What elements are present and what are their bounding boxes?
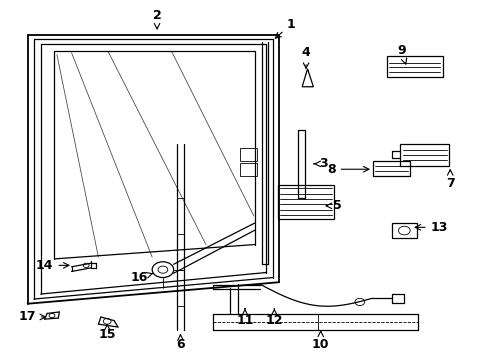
Text: 3: 3	[314, 157, 328, 170]
Text: 5: 5	[326, 199, 342, 212]
Text: 10: 10	[312, 331, 329, 351]
Text: 4: 4	[302, 46, 311, 68]
Text: 8: 8	[327, 163, 369, 176]
Text: 14: 14	[36, 259, 69, 272]
Text: 9: 9	[397, 44, 407, 64]
Text: 17: 17	[18, 310, 46, 324]
Text: 13: 13	[415, 221, 448, 234]
Text: 7: 7	[446, 170, 455, 190]
Text: 11: 11	[236, 309, 254, 327]
Text: 2: 2	[153, 9, 161, 29]
Text: 1: 1	[275, 18, 296, 38]
Text: 15: 15	[98, 325, 116, 341]
Text: 6: 6	[176, 335, 185, 351]
Text: 12: 12	[266, 309, 283, 327]
Text: 16: 16	[130, 271, 153, 284]
